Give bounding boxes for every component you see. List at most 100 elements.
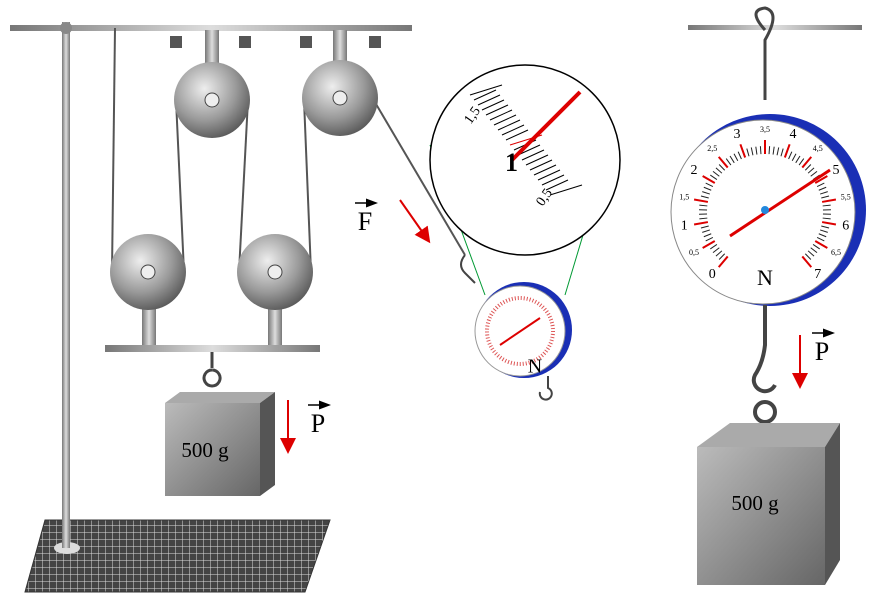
zoom-tick xyxy=(493,114,517,126)
scale-label: 0 xyxy=(709,267,716,282)
scale-label: 4 xyxy=(790,127,797,142)
scale-label: 2 xyxy=(690,163,697,178)
zoom-tick xyxy=(489,109,513,121)
scale-tick xyxy=(814,175,828,184)
scale-tick xyxy=(821,195,830,199)
scale-tick xyxy=(710,174,718,180)
scale-tick xyxy=(780,148,784,157)
scale-tick xyxy=(816,182,825,188)
scale-tick xyxy=(768,146,771,155)
scale-tick xyxy=(693,221,709,226)
zoom-tick xyxy=(517,144,541,156)
scale-label: 1 xyxy=(681,218,688,233)
scale-label: 3,5 xyxy=(760,125,770,134)
zoom-tick xyxy=(481,99,505,111)
scale-tick xyxy=(705,182,714,188)
scale-tick xyxy=(798,158,805,166)
scale-tick xyxy=(702,240,716,249)
scale-label: 5,5 xyxy=(841,193,851,202)
scale-tick xyxy=(810,247,818,254)
force-label: P xyxy=(815,337,829,366)
scale-label: 0,5 xyxy=(689,248,699,257)
needle-pivot xyxy=(761,206,769,214)
top-bar xyxy=(688,25,862,30)
zoom-tick xyxy=(525,154,549,166)
scale-tick xyxy=(816,236,825,242)
needle xyxy=(499,317,541,346)
ring xyxy=(753,400,777,424)
dynamometer-scale: 0 0,5 1 1,5 2 2,5 3 3,5 4 4,5 5 5,5 6 6,5 7 xyxy=(679,125,851,282)
scale-tick xyxy=(725,158,732,166)
screws xyxy=(170,36,381,48)
scale-tick xyxy=(807,250,815,257)
scale-label: 4,5 xyxy=(813,144,823,153)
scale-tick xyxy=(821,221,837,226)
load-side xyxy=(260,392,275,496)
scale-tick xyxy=(820,229,828,233)
scale-tick xyxy=(702,175,716,184)
zoom-tick xyxy=(501,124,525,136)
scale-tick xyxy=(795,155,801,164)
scale-tick xyxy=(746,148,750,157)
scale-label: 7 xyxy=(814,267,821,282)
scale-tick xyxy=(804,253,812,260)
needle xyxy=(729,168,831,238)
hook xyxy=(751,305,777,394)
right-apparatus: 0 0,5 1 1,5 2 2,5 3 3,5 4 4,5 5 5,5 6 6,5 7 N 500 g P xyxy=(670,6,866,585)
load-top xyxy=(697,423,840,447)
scale-tick xyxy=(821,198,837,203)
needle xyxy=(510,90,582,162)
base-plate xyxy=(24,519,331,593)
unit-label: N xyxy=(757,265,773,290)
zoom-tick xyxy=(497,119,521,131)
scale-label: 2,5 xyxy=(707,144,717,153)
scale-tick xyxy=(820,191,828,195)
zoom-tick xyxy=(505,129,529,141)
zoom-circle xyxy=(429,64,621,256)
scale-tick xyxy=(737,151,742,160)
zoom-tick xyxy=(485,104,509,116)
zoom-scale xyxy=(469,84,583,196)
scale-tick xyxy=(712,247,720,254)
zoom-tick xyxy=(541,174,565,186)
zoom-label: 1 xyxy=(505,148,518,177)
scale-tick xyxy=(791,153,797,162)
scale-tick xyxy=(717,255,729,268)
zoom-tick xyxy=(521,149,545,161)
scale-tick xyxy=(700,225,709,229)
scale-tick xyxy=(715,167,723,174)
scale-tick xyxy=(814,240,828,249)
scale-tick xyxy=(812,244,820,250)
scale-tick xyxy=(699,204,708,207)
clamp xyxy=(60,22,72,34)
scale-tick xyxy=(712,170,720,177)
scale-tick xyxy=(772,146,775,155)
scale-tick xyxy=(702,229,710,233)
load-side xyxy=(825,423,840,585)
scale-tick xyxy=(818,186,827,191)
scale-label: 3 xyxy=(733,127,740,142)
scale-label: 6,5 xyxy=(831,248,841,257)
scale-tick xyxy=(788,151,793,160)
zoom-tick xyxy=(545,179,569,191)
hook xyxy=(460,254,476,284)
scale-tick xyxy=(717,156,729,169)
top-bar xyxy=(10,25,412,31)
zoom-tick xyxy=(549,184,583,196)
zoom-tick xyxy=(537,169,561,181)
scale-tick xyxy=(703,233,712,238)
scale-tick xyxy=(705,236,714,242)
scale-tick xyxy=(776,147,780,156)
load-top xyxy=(165,392,275,403)
scale-tick xyxy=(729,155,735,164)
scale-tick xyxy=(699,217,708,220)
scale-tick xyxy=(755,146,758,155)
scale-tick xyxy=(801,255,813,268)
scale-tick xyxy=(822,204,831,207)
scale-tick xyxy=(703,186,712,191)
force-arrow xyxy=(399,199,431,244)
scale-label: 1,5 xyxy=(679,193,689,202)
zoom-tick xyxy=(469,84,503,96)
load xyxy=(165,403,260,496)
scale-label: 5 xyxy=(833,163,840,178)
